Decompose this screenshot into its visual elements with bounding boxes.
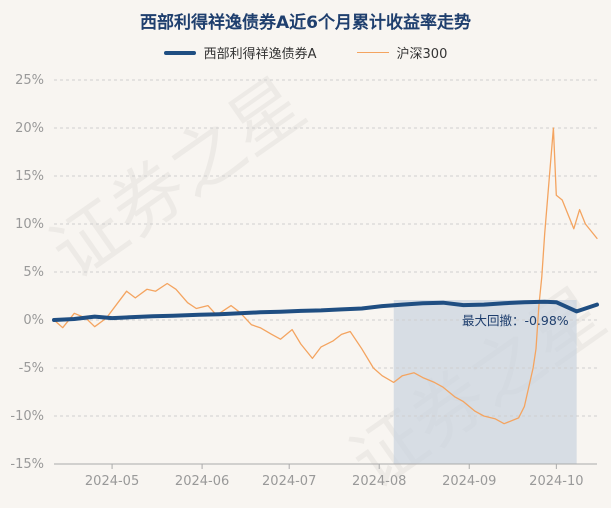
legend-swatch-fund xyxy=(163,50,196,55)
y-tick-label: -10% xyxy=(10,409,44,424)
legend-label-fund: 西部利得祥逸债券A xyxy=(203,47,317,62)
legend-label-index: 沪深300 xyxy=(396,47,448,62)
y-tick-label: 20% xyxy=(15,121,44,136)
y-tick-label: 25% xyxy=(15,73,44,88)
x-tick-label: 2024-05 xyxy=(85,474,139,489)
x-tick-label: 2024-10 xyxy=(529,474,583,489)
drawdown-region xyxy=(393,300,577,464)
legend-item-fund[interactable]: 西部利得祥逸债券A xyxy=(163,43,317,62)
y-tick-label: 15% xyxy=(15,169,44,184)
y-tick-label: -15% xyxy=(10,457,44,472)
y-tick-label: 0% xyxy=(23,313,44,328)
series-line-fund xyxy=(52,299,599,322)
y-tick-label: 5% xyxy=(23,265,44,280)
y-tick-label: -5% xyxy=(19,361,44,376)
x-tick-label: 2024-08 xyxy=(352,474,406,489)
x-tick-label: 2024-06 xyxy=(175,474,229,489)
chart-legend: 西部利得祥逸债券A 沪深300 xyxy=(0,43,611,62)
y-tick-label: 10% xyxy=(15,217,44,232)
legend-item-index[interactable]: 沪深300 xyxy=(356,43,448,62)
x-tick-label: 2024-07 xyxy=(262,474,316,489)
drawdown-label: 最大回撤：-0.98% xyxy=(462,313,569,328)
x-tick-label: 2024-09 xyxy=(442,474,496,489)
chart-title: 西部利得祥逸债券A近6个月累计收益率走势 xyxy=(140,13,471,33)
legend-swatch-index xyxy=(356,52,389,53)
series-line-index xyxy=(53,127,598,425)
